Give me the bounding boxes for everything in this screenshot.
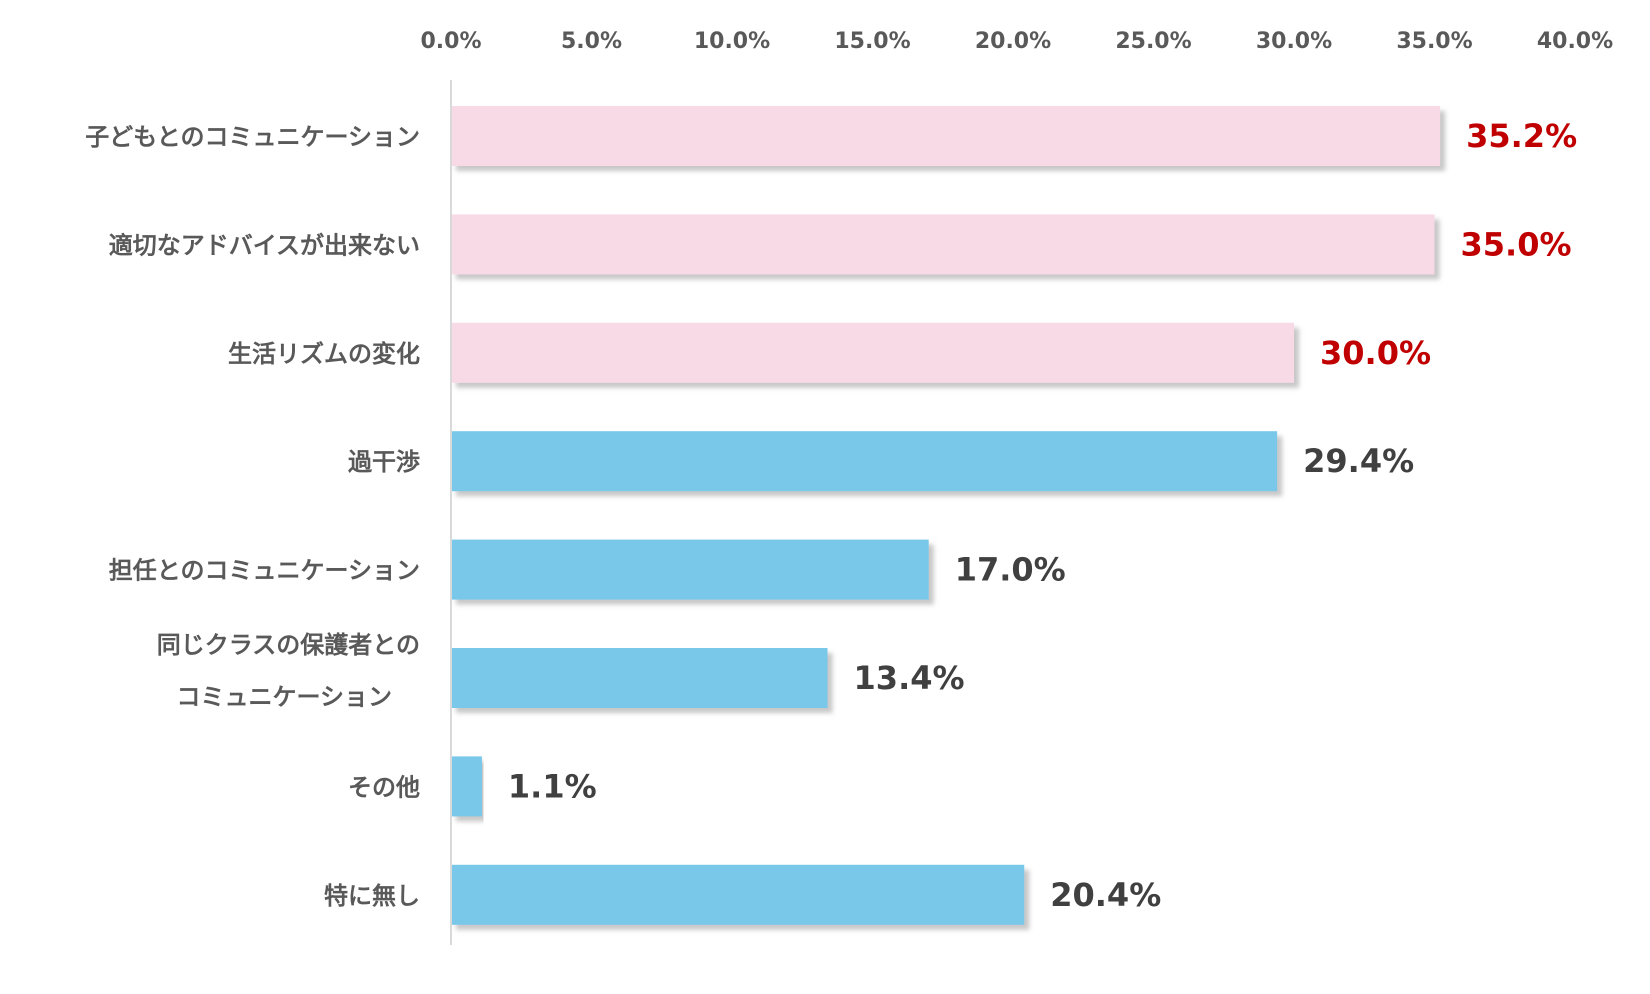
data-label: 30.0% [1320, 334, 1431, 372]
bar [451, 106, 1441, 166]
bar [451, 864, 1025, 925]
x-tick-label: 20.0% [975, 29, 1051, 54]
x-tick-label: 30.0% [1256, 29, 1332, 54]
category-label: コミュニケーション [176, 683, 392, 711]
category-label: その他 [348, 773, 420, 801]
x-tick-label: 40.0% [1537, 29, 1613, 54]
data-label: 35.0% [1461, 225, 1572, 263]
x-tick-label: 25.0% [1115, 29, 1191, 54]
bar [451, 214, 1435, 275]
category-label: 適切なアドバイスが出来ない [109, 231, 420, 259]
data-label: 35.2% [1466, 117, 1577, 155]
bar [451, 539, 929, 600]
bars [451, 106, 1441, 925]
category-label: 担任とのコミュニケーション [109, 557, 420, 585]
x-axis-ticks: 0.0% 5.0% 10.0% 15.0% 20.0% 25.0% 30.0% 35.0% 40… [420, 29, 1613, 54]
x-tick-label: 0.0% [420, 29, 481, 54]
x-tick-label: 10.0% [694, 29, 770, 54]
category-label: 過干渉 [348, 448, 420, 476]
x-tick-label: 15.0% [834, 29, 910, 54]
bar [451, 756, 482, 817]
category-label: 子どもとのコミュニケーション [85, 123, 420, 151]
bar [451, 648, 828, 708]
data-label: 17.0% [955, 551, 1066, 589]
value-labels: 35.2% 35.0% 30.0% 29.4% 17.0% 13.4% 1.1% 20.4% [508, 117, 1577, 914]
category-label: 同じクラスの保護者との [157, 631, 420, 659]
category-label: 特に無し [324, 882, 420, 910]
bar [451, 322, 1294, 383]
category-labels: 子どもとのコミュニケーション適切なアドバイスが出来ない生活リズムの変化過干渉担任… [85, 123, 420, 910]
data-label: 13.4% [854, 659, 965, 697]
x-tick-label: 35.0% [1396, 29, 1472, 54]
category-label: 生活リズムの変化 [228, 340, 420, 368]
data-label: 1.1% [508, 767, 597, 805]
data-label: 20.4% [1050, 876, 1161, 914]
bar [451, 431, 1278, 492]
x-tick-label: 5.0% [561, 29, 622, 54]
data-label: 29.4% [1303, 442, 1414, 480]
